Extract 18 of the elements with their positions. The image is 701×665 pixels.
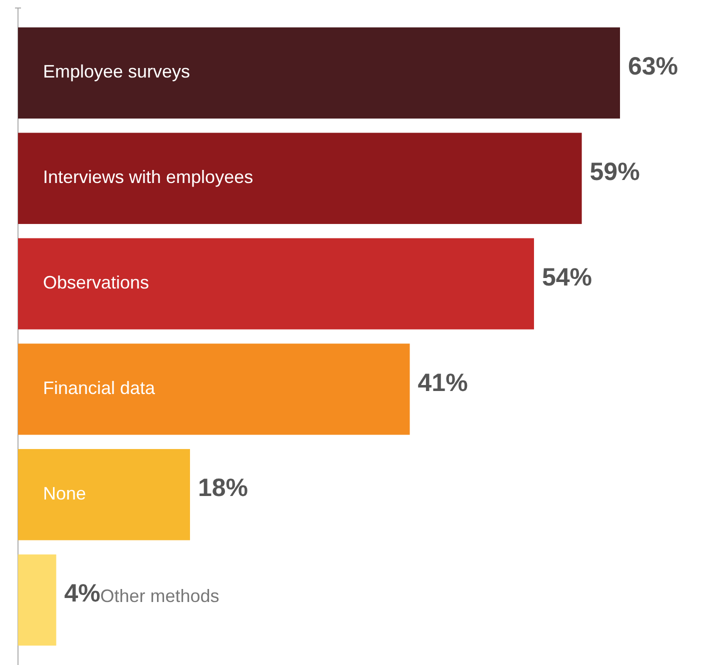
- data-label: 4%: [64, 580, 100, 608]
- data-label: 41%: [418, 368, 468, 397]
- y-tick-label: Other methods: [100, 586, 220, 606]
- data-label: 18%: [198, 474, 248, 502]
- y-tick-label: None: [43, 483, 86, 504]
- bar: [18, 554, 56, 646]
- bar: [18, 132, 582, 224]
- y-tick-label: Interviews with employees: [43, 167, 254, 188]
- y-tick-label: Employee surveys: [43, 62, 190, 82]
- bar: [18, 238, 534, 330]
- bar: [18, 449, 190, 540]
- data-label: 54%: [542, 263, 592, 292]
- y-tick-label: Financial data: [43, 378, 156, 398]
- bar: [18, 27, 620, 119]
- data-label: 59%: [590, 158, 640, 186]
- bar: [18, 344, 410, 435]
- data-label: 63%: [628, 52, 678, 81]
- y-tick-label: Observations: [43, 272, 150, 293]
